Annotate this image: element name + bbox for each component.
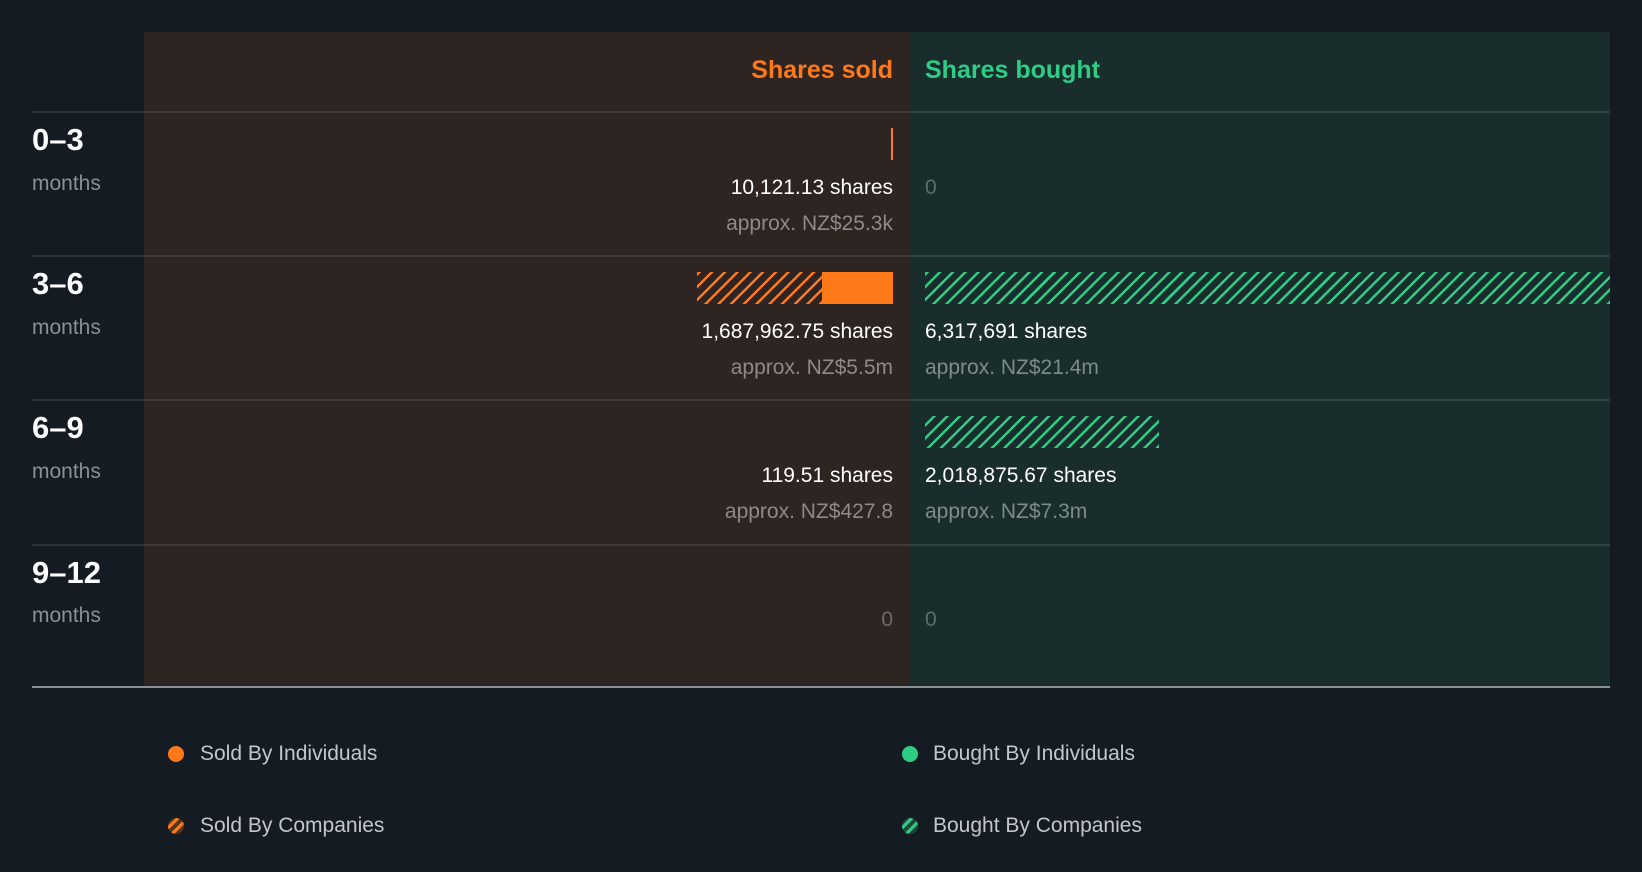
bought-bar-companies[interactable] bbox=[925, 416, 1159, 448]
row-divider bbox=[32, 255, 1610, 257]
legend-item-sold-companies[interactable]: Sold By Companies bbox=[168, 812, 528, 840]
legend-label: Sold By Companies bbox=[200, 814, 385, 837]
shares-sold-panel bbox=[144, 32, 909, 687]
period-unit: months bbox=[32, 316, 101, 339]
period-label: 9–12 bbox=[32, 555, 101, 590]
baseline-axis bbox=[32, 686, 1610, 688]
bought-bar-companies[interactable] bbox=[925, 272, 1610, 304]
period-unit: months bbox=[32, 172, 101, 195]
legend-label: Sold By Individuals bbox=[200, 742, 378, 765]
row-divider bbox=[32, 111, 1610, 113]
legend-label: Bought By Individuals bbox=[933, 742, 1135, 765]
bought-zero-value: 0 bbox=[925, 176, 937, 199]
shares-bought-panel bbox=[909, 32, 1610, 687]
sold-zero-value: 0 bbox=[881, 608, 893, 631]
bought-approx-value: approx. NZ$7.3m bbox=[925, 500, 1088, 523]
sold-approx-value: approx. NZ$427.8 bbox=[724, 500, 893, 523]
sold-shares-value: 119.51 shares bbox=[761, 464, 893, 487]
bought-zero-value: 0 bbox=[925, 608, 937, 631]
hatched-dot-icon bbox=[168, 818, 184, 834]
sold-bar-companies[interactable] bbox=[697, 272, 822, 304]
sold-bar-individuals[interactable] bbox=[891, 128, 893, 160]
row-divider bbox=[32, 399, 1610, 401]
sold-bar-individuals[interactable] bbox=[822, 272, 893, 304]
period-label: 6–9 bbox=[32, 410, 84, 445]
row-divider bbox=[32, 544, 1610, 546]
period-label: 0–3 bbox=[32, 122, 84, 157]
legend-item-sold-individuals[interactable]: Sold By Individuals bbox=[168, 740, 528, 768]
period-unit: months bbox=[32, 460, 101, 483]
solid-dot-icon bbox=[168, 746, 184, 762]
sold-approx-value: approx. NZ$25.3k bbox=[726, 212, 893, 235]
shares-sold-header: Shares sold bbox=[751, 56, 893, 84]
shares-bought-header: Shares bought bbox=[925, 56, 1101, 84]
sold-approx-value: approx. NZ$5.5m bbox=[730, 356, 893, 379]
solid-dot-icon bbox=[902, 746, 918, 762]
period-label: 3–6 bbox=[32, 266, 84, 301]
hatched-dot-icon bbox=[902, 818, 918, 834]
bought-approx-value: approx. NZ$21.4m bbox=[925, 356, 1099, 379]
sold-shares-value: 1,687,962.75 shares bbox=[701, 320, 893, 343]
sold-shares-value: 10,121.13 shares bbox=[730, 176, 893, 199]
period-unit: months bbox=[32, 604, 101, 627]
bought-shares-value: 6,317,691 shares bbox=[925, 320, 1088, 343]
legend-label: Bought By Companies bbox=[933, 814, 1142, 837]
bought-shares-value: 2,018,875.67 shares bbox=[925, 464, 1117, 487]
legend-item-bought-companies[interactable]: Bought By Companies bbox=[902, 812, 1262, 840]
legend-item-bought-individuals[interactable]: Bought By Individuals bbox=[902, 740, 1262, 768]
